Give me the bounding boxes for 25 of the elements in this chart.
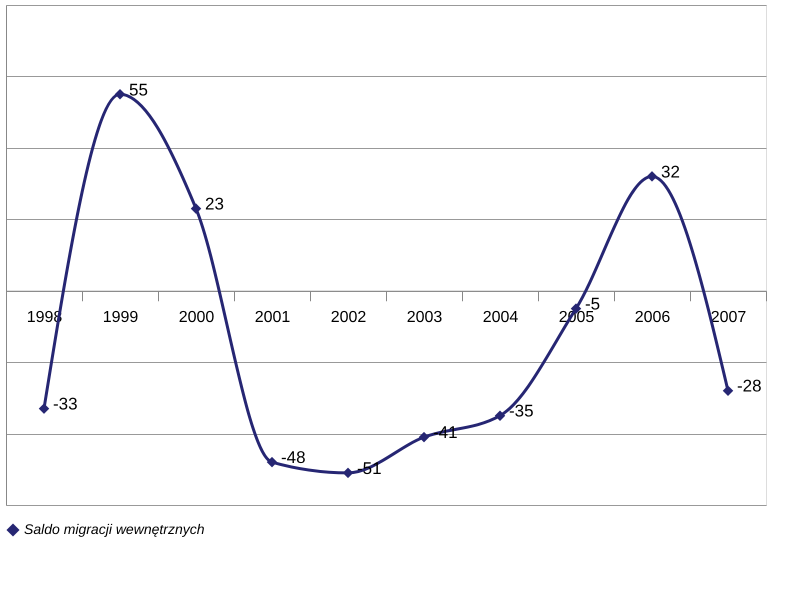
point xyxy=(266,456,278,468)
data-label: -28 xyxy=(737,376,762,396)
point xyxy=(342,468,354,478)
x-tick-label: 2006 xyxy=(634,309,670,326)
data-label: -33 xyxy=(53,394,78,414)
point xyxy=(114,89,126,100)
x-tick-label: 2002 xyxy=(330,309,366,326)
x-tick-label: 2003 xyxy=(406,309,442,326)
data-label: 23 xyxy=(205,194,224,214)
point xyxy=(494,410,506,421)
x-tick-label: 2004 xyxy=(482,309,518,326)
point xyxy=(38,403,50,414)
x-tick-label: 1999 xyxy=(102,309,138,326)
data-label: -48 xyxy=(281,448,306,468)
x-tick-label: 2001 xyxy=(254,309,290,326)
legend-label: Saldo migracji wewnętrznych xyxy=(24,521,205,537)
data-label: 55 xyxy=(129,80,148,100)
point xyxy=(418,432,430,442)
point xyxy=(190,203,202,214)
x-tick-label: 2007 xyxy=(710,309,746,326)
point xyxy=(646,171,658,182)
data-label: 32 xyxy=(661,162,680,182)
x-tick-label: 2000 xyxy=(178,309,214,326)
data-label: -35 xyxy=(509,402,534,421)
point xyxy=(722,385,734,396)
